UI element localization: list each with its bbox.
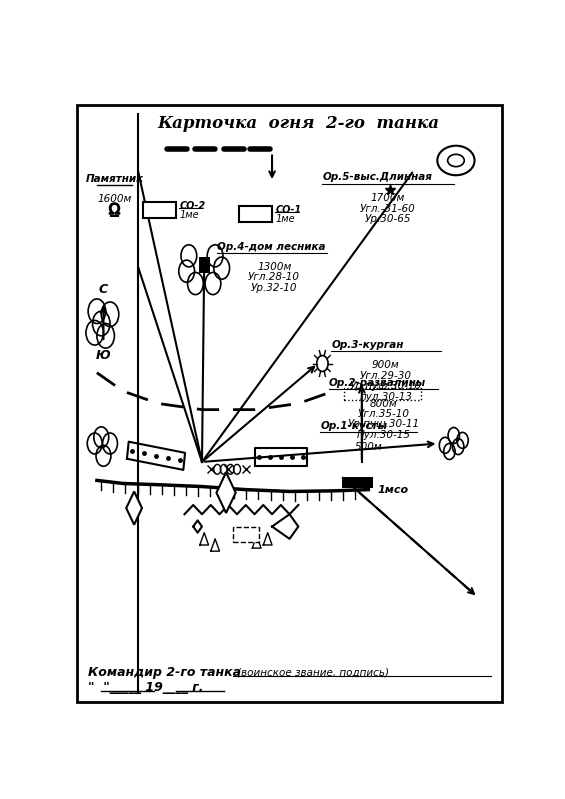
Text: Угл.-31-60: Угл.-31-60 xyxy=(360,204,416,213)
Text: Ю: Ю xyxy=(96,349,111,363)
Bar xyxy=(143,201,176,217)
Text: Ур.32-10: Ур.32-10 xyxy=(251,283,298,293)
Text: Угл.28-10: Угл.28-10 xyxy=(248,272,300,283)
Text: 1700м: 1700м xyxy=(371,193,405,203)
Text: 500м: 500м xyxy=(354,442,383,451)
Text: 1600м: 1600м xyxy=(97,194,132,205)
Text: 1ме: 1ме xyxy=(276,214,295,224)
Text: пул.30-13: пул.30-13 xyxy=(359,392,412,402)
Text: 1300м: 1300м xyxy=(257,262,292,272)
Text: Командир 2-го танка: Командир 2-го танка xyxy=(88,666,241,679)
Bar xyxy=(344,388,421,400)
Text: "  "_____ 19____ г.: " "_____ 19____ г. xyxy=(88,682,203,694)
Text: СО-1: СО-1 xyxy=(276,205,302,215)
Text: 1мсо: 1мсо xyxy=(377,485,408,495)
Text: Ор.3-курган: Ор.3-курган xyxy=(331,340,403,350)
Text: Памятник: Памятник xyxy=(85,174,144,184)
Text: 800м: 800м xyxy=(370,399,398,408)
Bar xyxy=(199,257,210,272)
Text: Угл.29-30: Угл.29-30 xyxy=(360,371,412,381)
Text: 1ме: 1ме xyxy=(179,209,199,220)
Text: Ор.5-выс.Длинная: Ор.5-выс.Длинная xyxy=(323,172,432,182)
Text: (воинское звание, подпись): (воинское звание, подпись) xyxy=(237,667,389,678)
Text: Карточка  огня  2-го  танка: Карточка огня 2-го танка xyxy=(157,115,440,132)
Text: Ур.пуш.30-10: Ур.пуш.30-10 xyxy=(350,381,422,392)
Text: Ор.1-кусты: Ор.1-кусты xyxy=(320,421,387,431)
Text: 900м: 900м xyxy=(372,360,400,371)
Bar xyxy=(233,527,259,542)
Bar xyxy=(239,206,272,222)
Text: Угл.35-10: Угл.35-10 xyxy=(358,409,410,419)
Polygon shape xyxy=(126,491,142,525)
Text: СО-2: СО-2 xyxy=(179,201,205,211)
Ellipse shape xyxy=(447,154,464,167)
Text: Пул.30-15: Пул.30-15 xyxy=(357,430,411,440)
Text: Ор.4-дом лесника: Ор.4-дом лесника xyxy=(218,241,326,252)
Polygon shape xyxy=(216,472,236,513)
Text: С: С xyxy=(99,283,108,296)
Bar xyxy=(342,477,373,487)
Text: Ур.30-65: Ур.30-65 xyxy=(365,214,411,224)
Ellipse shape xyxy=(437,145,475,175)
Text: Ор.2-развалины: Ор.2-развалины xyxy=(329,378,426,388)
Text: Ур.пуш.30-11: Ур.пуш.30-11 xyxy=(347,419,420,430)
